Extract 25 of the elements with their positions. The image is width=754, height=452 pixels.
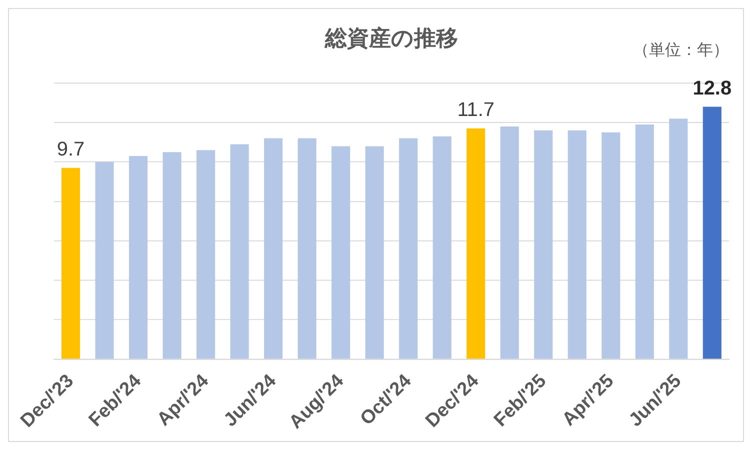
bar bbox=[298, 138, 316, 359]
data-label: 9.7 bbox=[56, 138, 85, 160]
bar bbox=[264, 138, 283, 359]
bar bbox=[196, 150, 216, 359]
bar bbox=[61, 168, 80, 359]
bar bbox=[399, 138, 418, 359]
bar bbox=[635, 124, 654, 359]
bar bbox=[534, 130, 553, 359]
bar bbox=[432, 136, 452, 359]
bar bbox=[230, 144, 249, 359]
text: （単位：年） bbox=[632, 40, 730, 59]
bar bbox=[702, 106, 722, 359]
bar bbox=[568, 130, 586, 359]
bar bbox=[500, 126, 519, 359]
bar bbox=[669, 118, 688, 359]
data-label: 12.8 bbox=[692, 77, 732, 100]
bar bbox=[128, 156, 148, 359]
bar bbox=[466, 128, 486, 359]
bar bbox=[332, 146, 350, 359]
data-label: 11.7 bbox=[457, 99, 495, 122]
bar bbox=[95, 162, 114, 359]
chart-title: 総資産の推移 bbox=[324, 26, 458, 52]
bar bbox=[162, 152, 182, 359]
bar bbox=[365, 146, 384, 359]
bar bbox=[602, 132, 620, 359]
